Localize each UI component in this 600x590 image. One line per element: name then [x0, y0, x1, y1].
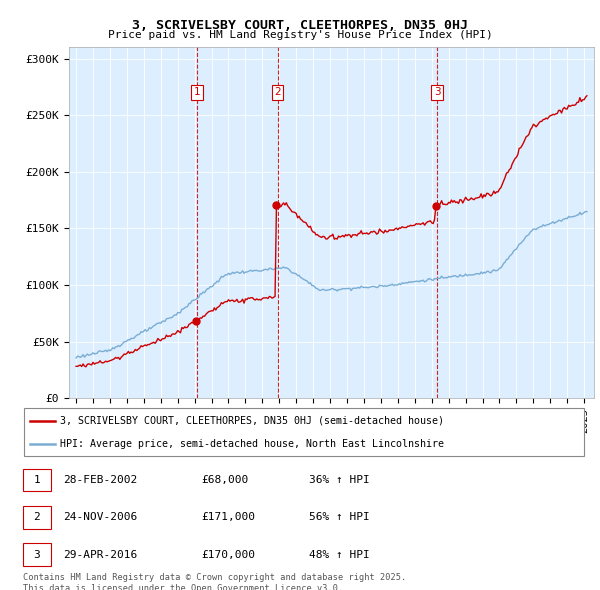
Text: Contains HM Land Registry data © Crown copyright and database right 2025.
This d: Contains HM Land Registry data © Crown c…: [23, 573, 406, 590]
Text: 48% ↑ HPI: 48% ↑ HPI: [309, 550, 370, 559]
Text: 3, SCRIVELSBY COURT, CLEETHORPES, DN35 0HJ: 3, SCRIVELSBY COURT, CLEETHORPES, DN35 0…: [132, 19, 468, 32]
Text: £170,000: £170,000: [201, 550, 255, 559]
FancyBboxPatch shape: [23, 543, 51, 566]
FancyBboxPatch shape: [23, 469, 51, 491]
Text: 56% ↑ HPI: 56% ↑ HPI: [309, 513, 370, 522]
Text: 1: 1: [34, 476, 40, 485]
Text: 1: 1: [194, 87, 200, 97]
Text: 29-APR-2016: 29-APR-2016: [63, 550, 137, 559]
Text: HPI: Average price, semi-detached house, North East Lincolnshire: HPI: Average price, semi-detached house,…: [59, 439, 443, 449]
Text: 28-FEB-2002: 28-FEB-2002: [63, 476, 137, 485]
Text: £68,000: £68,000: [201, 476, 248, 485]
Text: 2: 2: [34, 513, 40, 522]
Text: 24-NOV-2006: 24-NOV-2006: [63, 513, 137, 522]
Text: 2: 2: [274, 87, 281, 97]
Text: £171,000: £171,000: [201, 513, 255, 522]
Text: Price paid vs. HM Land Registry's House Price Index (HPI): Price paid vs. HM Land Registry's House …: [107, 30, 493, 40]
FancyBboxPatch shape: [23, 506, 51, 529]
Text: 3: 3: [434, 87, 440, 97]
Text: 3: 3: [34, 550, 40, 559]
FancyBboxPatch shape: [24, 408, 584, 456]
Text: 36% ↑ HPI: 36% ↑ HPI: [309, 476, 370, 485]
Text: 3, SCRIVELSBY COURT, CLEETHORPES, DN35 0HJ (semi-detached house): 3, SCRIVELSBY COURT, CLEETHORPES, DN35 0…: [59, 415, 443, 425]
